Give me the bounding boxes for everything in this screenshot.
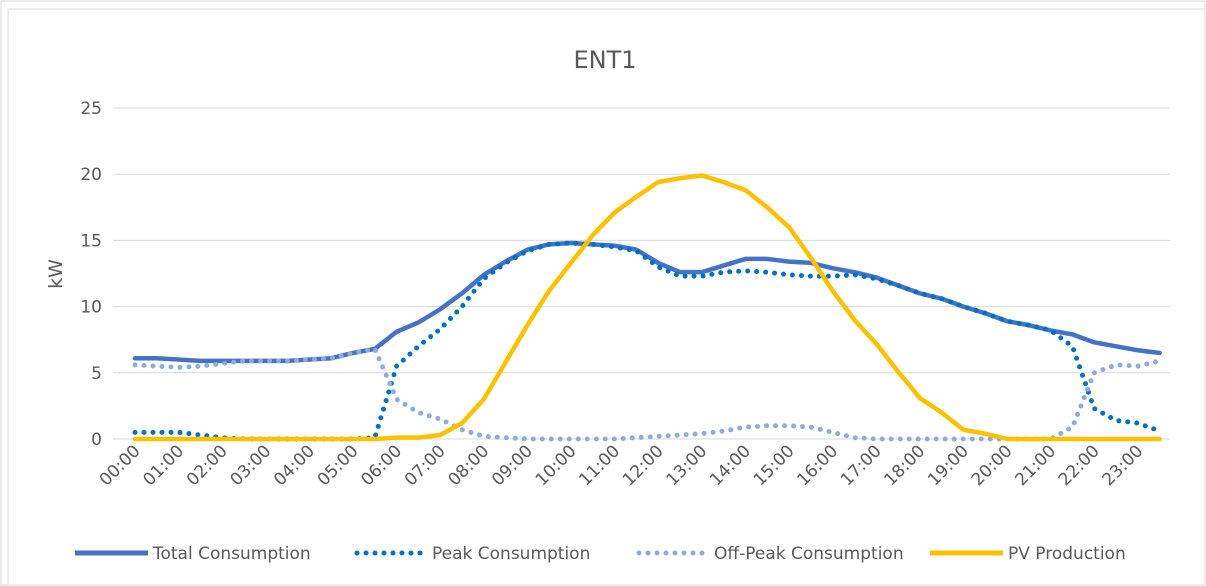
legend-label: Total Consumption — [152, 544, 311, 564]
y-tick-label: 5 — [91, 364, 102, 384]
legend-label: PV Production — [1008, 544, 1126, 564]
y-tick-label: 25 — [80, 99, 102, 119]
chart-frame — [7, 8, 1206, 586]
y-axis-label: kW — [45, 259, 67, 289]
y-tick-label: 10 — [80, 298, 102, 318]
y-tick-label: 15 — [80, 231, 102, 251]
y-tick-label: 0 — [91, 430, 102, 450]
chart-title: ENT1 — [573, 46, 636, 74]
series-line — [132, 173, 1162, 442]
legend-label: Off-Peak Consumption — [714, 544, 904, 564]
series-line — [132, 346, 1163, 442]
y-tick-label: 20 — [80, 165, 102, 185]
legend-label: Peak Consumption — [432, 544, 590, 564]
